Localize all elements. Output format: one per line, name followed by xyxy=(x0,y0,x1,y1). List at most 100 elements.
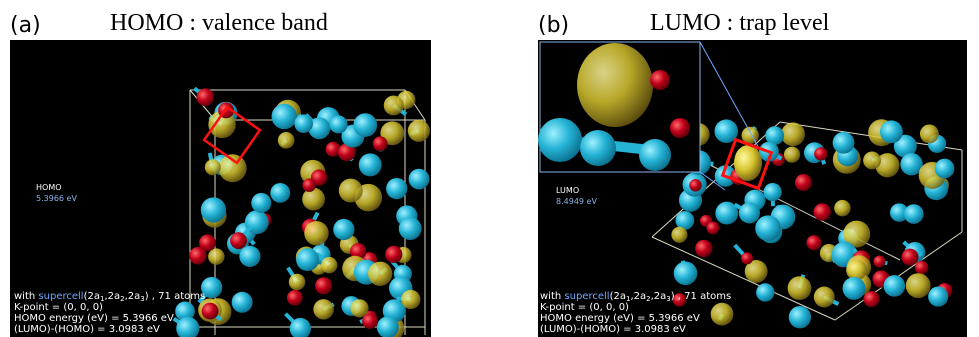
atom xyxy=(409,169,430,190)
orbital-energy: 5.3966 eV xyxy=(36,194,77,203)
cell-text: ,2a xyxy=(651,291,667,302)
cell-text: (2a xyxy=(84,291,100,302)
atom xyxy=(296,248,319,271)
atom xyxy=(302,188,325,211)
atom xyxy=(834,200,850,216)
info-suffix: , 71 atoms xyxy=(149,291,206,302)
atom xyxy=(230,232,247,249)
atom xyxy=(197,88,215,106)
info-prefix: with xyxy=(540,291,564,302)
info-suffix: , 71 atoms xyxy=(675,291,732,302)
atom xyxy=(915,261,928,274)
info-line: K-point = (0, 0, 0) xyxy=(540,302,629,313)
atom xyxy=(239,246,260,267)
info-line: (LUMO)-(HOMO) = 3.0983 eV xyxy=(540,324,686,335)
atom xyxy=(806,235,821,250)
atom xyxy=(304,221,328,245)
atom xyxy=(202,303,219,320)
atom xyxy=(795,174,812,191)
atom xyxy=(313,299,333,319)
atom xyxy=(784,147,800,163)
atom xyxy=(401,290,420,309)
atom xyxy=(789,306,811,328)
atom xyxy=(788,276,812,300)
cell-text: ,2a xyxy=(104,291,120,302)
atom xyxy=(873,255,885,267)
atom xyxy=(339,179,363,203)
atom xyxy=(739,202,760,223)
orbital-name: HOMO xyxy=(36,183,62,192)
atom xyxy=(386,178,407,199)
atom xyxy=(399,217,422,240)
atom xyxy=(368,262,392,286)
panel-title: HOMO : valence band xyxy=(110,10,328,36)
atom xyxy=(843,277,866,300)
atom xyxy=(251,193,271,213)
atom xyxy=(833,132,855,154)
atom xyxy=(538,118,582,162)
atom xyxy=(287,290,303,306)
atom xyxy=(756,283,774,301)
atom xyxy=(272,104,297,129)
orbital-lobe xyxy=(734,145,762,181)
atom xyxy=(707,222,720,235)
atom xyxy=(670,118,690,138)
atom xyxy=(205,159,221,175)
atom xyxy=(814,147,827,160)
figure: (a) HOMO : valence band (b) LUMO : trap … xyxy=(0,0,979,337)
atom xyxy=(208,248,224,264)
atom xyxy=(695,240,712,257)
atom xyxy=(920,124,939,143)
atom xyxy=(935,159,955,179)
atom xyxy=(580,130,616,166)
info-line: HOMO energy (eV) = 5.3966 eV xyxy=(540,313,700,324)
atom xyxy=(755,215,781,241)
atom xyxy=(326,142,341,157)
info-line: HOMO energy (eV) = 5.3966 eV xyxy=(14,313,174,324)
cell-text: ,2a xyxy=(125,291,141,302)
orbital-name: LUMO xyxy=(556,186,579,195)
atom xyxy=(315,277,332,294)
atom xyxy=(781,122,805,146)
atom xyxy=(741,252,753,264)
atom xyxy=(199,234,216,251)
atom xyxy=(373,136,388,151)
atom xyxy=(201,197,226,222)
orbital-energy: 8.4949 eV xyxy=(556,197,597,206)
info-line: K-point = (0, 0, 0) xyxy=(14,302,103,313)
orbital-lobe xyxy=(577,43,653,127)
cell-text: ,2a xyxy=(630,291,646,302)
info-line: (LUMO)-(HOMO) = 3.0983 eV xyxy=(14,324,160,335)
atom xyxy=(814,203,831,220)
atom xyxy=(294,114,313,133)
atom xyxy=(321,257,337,273)
atom xyxy=(711,303,734,326)
atom xyxy=(928,287,948,307)
panel-title: LUMO : trap level xyxy=(650,10,830,36)
atom xyxy=(270,183,290,203)
atom xyxy=(884,275,906,297)
atom xyxy=(880,120,903,143)
atom xyxy=(302,178,315,191)
atom xyxy=(764,183,782,201)
atom xyxy=(671,227,687,243)
info-link: supercell xyxy=(564,291,609,302)
atom xyxy=(333,219,354,240)
atom xyxy=(902,249,919,266)
atom xyxy=(906,273,931,298)
atom xyxy=(814,287,835,308)
atom xyxy=(384,96,404,116)
panel-label: (a) xyxy=(10,13,41,38)
atom xyxy=(278,132,295,149)
info-prefix: with xyxy=(14,291,38,302)
atom xyxy=(650,70,670,90)
atom xyxy=(289,274,306,291)
atom xyxy=(385,246,402,263)
atom xyxy=(359,153,382,176)
panel-label: (b) xyxy=(538,13,569,38)
atom xyxy=(330,115,348,133)
atom xyxy=(689,179,701,191)
atom xyxy=(639,139,671,171)
atom xyxy=(408,120,430,142)
cell-text: (2a xyxy=(610,291,626,302)
